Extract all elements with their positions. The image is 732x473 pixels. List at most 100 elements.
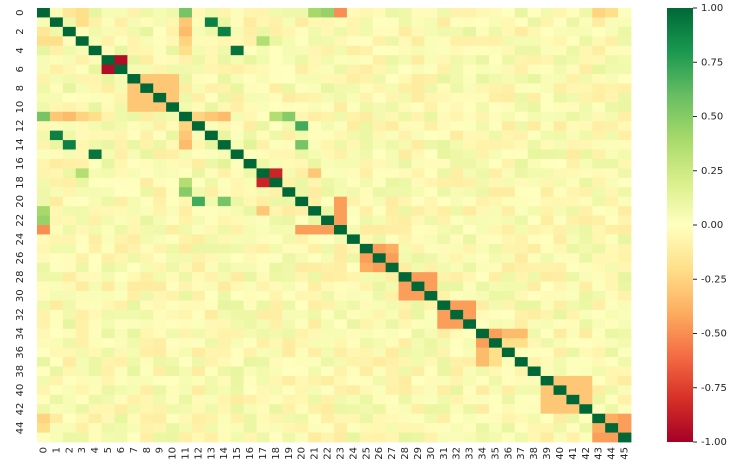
heatmap-cell bbox=[398, 338, 412, 349]
heatmap-cell bbox=[153, 111, 167, 122]
heatmap-cell bbox=[411, 158, 425, 169]
heatmap-cell bbox=[140, 272, 154, 282]
heatmap-cell bbox=[295, 111, 309, 122]
heatmap-cell bbox=[308, 130, 322, 141]
x-tick-label: 3 bbox=[77, 447, 88, 453]
heatmap-cell bbox=[321, 121, 335, 132]
heatmap-cell bbox=[49, 130, 64, 141]
heatmap-cell bbox=[153, 102, 167, 113]
heatmap-cell bbox=[476, 347, 490, 358]
heatmap-cell bbox=[334, 206, 348, 216]
heatmap-cell bbox=[501, 177, 516, 188]
heatmap-cell bbox=[514, 168, 529, 179]
heatmap-cell bbox=[346, 300, 361, 311]
heatmap-cell bbox=[359, 225, 374, 235]
heatmap-cell bbox=[243, 92, 257, 103]
heatmap-cell bbox=[540, 404, 554, 415]
heatmap-cell bbox=[62, 187, 77, 198]
heatmap-cell bbox=[153, 26, 167, 37]
heatmap-cell bbox=[488, 102, 503, 113]
heatmap-cell bbox=[308, 375, 322, 386]
heatmap-cell bbox=[62, 366, 77, 377]
heatmap-cell bbox=[514, 111, 529, 122]
heatmap-cell bbox=[527, 423, 542, 433]
heatmap-cell bbox=[618, 121, 632, 132]
heatmap-cell bbox=[295, 253, 309, 264]
heatmap-cell bbox=[153, 140, 167, 150]
heatmap-cell bbox=[359, 130, 374, 141]
heatmap-cell bbox=[101, 319, 115, 330]
heatmap-cell bbox=[88, 394, 102, 405]
heatmap-cell bbox=[514, 83, 529, 94]
heatmap-cell bbox=[282, 102, 296, 113]
heatmap-cell bbox=[579, 74, 593, 84]
heatmap-cell bbox=[437, 149, 451, 160]
heatmap-cell bbox=[501, 243, 516, 254]
heatmap-cell bbox=[204, 338, 219, 349]
heatmap-cell bbox=[49, 83, 64, 94]
heatmap-cell bbox=[346, 121, 361, 132]
heatmap-cell bbox=[295, 347, 309, 358]
heatmap-cell bbox=[282, 347, 296, 358]
heatmap-cell bbox=[127, 225, 141, 235]
heatmap-cell bbox=[411, 375, 425, 386]
heatmap-cell bbox=[424, 177, 438, 188]
heatmap-cell bbox=[450, 83, 464, 94]
heatmap-cell bbox=[476, 243, 490, 254]
heatmap-cell bbox=[191, 8, 206, 18]
heatmap-cell bbox=[308, 281, 322, 292]
heatmap-cell bbox=[230, 243, 245, 254]
heatmap-cell bbox=[204, 149, 219, 160]
heatmap-cell bbox=[321, 423, 335, 433]
heatmap-cell bbox=[385, 253, 399, 264]
heatmap-cell bbox=[204, 309, 219, 320]
heatmap-cell bbox=[476, 272, 490, 282]
heatmap-cell bbox=[359, 196, 374, 207]
heatmap-cell bbox=[114, 206, 128, 216]
heatmap-cell bbox=[566, 187, 580, 198]
heatmap-cell bbox=[62, 45, 77, 56]
heatmap-cell bbox=[127, 158, 141, 169]
heatmap-cell bbox=[217, 102, 232, 113]
heatmap-cell bbox=[501, 17, 516, 28]
heatmap-cell bbox=[592, 404, 606, 415]
heatmap-cell bbox=[179, 272, 193, 282]
heatmap-cell bbox=[450, 102, 464, 113]
heatmap-cell bbox=[217, 177, 232, 188]
heatmap-cell bbox=[398, 291, 412, 301]
heatmap-cell bbox=[476, 309, 490, 320]
heatmap-cell bbox=[204, 262, 219, 273]
heatmap-cell bbox=[592, 74, 606, 84]
colorbar-tick-label: 0.25 bbox=[701, 166, 723, 177]
heatmap-cell bbox=[256, 121, 270, 132]
heatmap-cell bbox=[372, 168, 387, 179]
x-tick-label: 9 bbox=[155, 447, 166, 453]
heatmap-cell bbox=[49, 423, 64, 433]
heatmap-cell bbox=[411, 234, 425, 245]
heatmap-cell bbox=[579, 26, 593, 37]
heatmap-cell bbox=[476, 140, 490, 150]
heatmap-cell bbox=[166, 347, 180, 358]
heatmap-cell bbox=[553, 366, 567, 377]
heatmap-cell bbox=[411, 413, 425, 424]
heatmap-cell bbox=[411, 309, 425, 320]
x-tick-label: 20 bbox=[297, 447, 308, 460]
colorbar-tick-label: 0.75 bbox=[701, 57, 723, 68]
heatmap-cell bbox=[501, 413, 516, 424]
heatmap-cell bbox=[437, 206, 451, 216]
heatmap-cell bbox=[488, 375, 503, 386]
heatmap-cell bbox=[514, 149, 529, 160]
heatmap-cell bbox=[153, 272, 167, 282]
heatmap-cell bbox=[605, 92, 619, 103]
heatmap-cell bbox=[49, 253, 64, 264]
heatmap-cell bbox=[579, 121, 593, 132]
heatmap-cell bbox=[566, 225, 580, 235]
heatmap-cell bbox=[140, 8, 154, 18]
heatmap-cell bbox=[179, 149, 193, 160]
heatmap-cell bbox=[540, 130, 554, 141]
heatmap-cell bbox=[282, 111, 296, 122]
heatmap-cell bbox=[114, 234, 128, 245]
heatmap-cell bbox=[127, 347, 141, 358]
heatmap-cell bbox=[398, 423, 412, 433]
heatmap-cell bbox=[295, 196, 309, 207]
